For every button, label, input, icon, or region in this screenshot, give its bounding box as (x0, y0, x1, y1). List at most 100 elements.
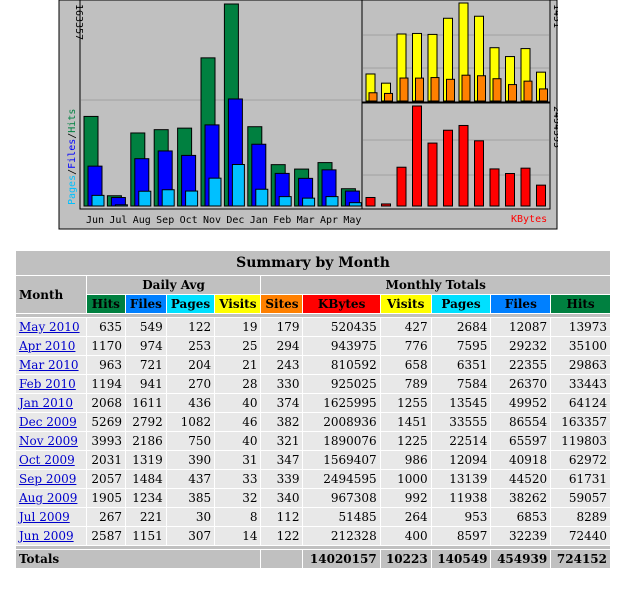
bar-pages (255, 188, 269, 207)
bar-pages (325, 196, 339, 207)
month-link[interactable]: Jun 2009 (19, 529, 74, 543)
table-row: Sep 2009 2057 1484 437 33 339 2494595 1000 13139… (16, 470, 610, 488)
month-axis-labels: Jun Jul Aug Sep Oct Nov Dec Jan Feb Mar Apr May (86, 215, 361, 226)
bar-kbytes (427, 142, 438, 207)
cell-d-pages: 437 (166, 470, 215, 488)
month-link[interactable]: Oct 2009 (19, 453, 75, 467)
month-cell: Apr 2010 (16, 337, 86, 355)
cell-pages: 13139 (431, 470, 491, 488)
month-link[interactable]: Feb 2010 (19, 377, 76, 391)
right-bottom-axis-max: 2494595 (551, 106, 558, 148)
cell-d-visits: 40 (215, 432, 261, 450)
monthly-col-kbytes: KBytes (303, 295, 380, 313)
bar-sites (430, 77, 440, 102)
month-link[interactable]: Apr 2010 (19, 339, 76, 353)
bar-sites (539, 88, 548, 102)
bar-kbytes (520, 167, 531, 207)
table-row: Oct 2009 2031 1319 390 31 347 1569407 986 12094 4… (16, 451, 610, 469)
cell-hits: 119803 (551, 432, 610, 450)
cell-pages: 8597 (431, 527, 491, 545)
cell-d-hits: 1905 (86, 489, 125, 507)
cell-visits: 400 (380, 527, 431, 545)
table-row: Mar 2010 963 721 204 21 243 810592 658 6351 22355… (16, 356, 610, 374)
month-link[interactable]: Mar 2010 (19, 358, 79, 372)
month-link[interactable]: May 2010 (19, 320, 80, 334)
cell-sites: 294 (261, 337, 303, 355)
cell-d-files: 221 (125, 508, 166, 526)
cell-kbytes: 520435 (303, 318, 380, 336)
month-link[interactable]: Nov 2009 (19, 434, 78, 448)
table-row: Jun 2009 2587 1151 307 14 122 212328 400 8597 322… (16, 527, 610, 545)
monthly-col-files: Files (491, 295, 551, 313)
cell-d-files: 721 (125, 356, 166, 374)
bar-pages (348, 202, 362, 207)
cell-d-visits: 25 (215, 337, 261, 355)
month-tick-label: Sep (156, 215, 174, 226)
month-cell: Feb 2010 (16, 375, 86, 393)
bar-pages (208, 177, 222, 207)
cell-d-pages: 122 (166, 318, 215, 336)
bar-pages (91, 194, 105, 207)
bar-pages (231, 164, 245, 207)
table-row: Aug 2009 1905 1234 385 32 340 967308 992 11938 38… (16, 489, 610, 507)
monthly-col-sites: Sites (261, 295, 303, 313)
totals-files: 454939 (491, 550, 551, 568)
month-link[interactable]: Dec 2009 (19, 415, 77, 429)
month-tick-label: Jun (86, 215, 104, 226)
bar-sites (415, 77, 424, 102)
kbytes-bars (365, 105, 546, 207)
month-tick-label: Nov (203, 215, 221, 226)
monthly-col-pages: Pages (431, 295, 491, 313)
cell-hits: 62972 (551, 451, 610, 469)
cell-sites: 330 (261, 375, 303, 393)
cell-kbytes: 212328 (303, 527, 380, 545)
cell-visits: 1000 (380, 470, 431, 488)
cell-pages: 13545 (431, 394, 491, 412)
cell-visits: 789 (380, 375, 431, 393)
hits-files-pages-bars (83, 3, 362, 207)
totals-hits: 724152 (551, 550, 610, 568)
cell-d-files: 2186 (125, 432, 166, 450)
cell-d-pages: 253 (166, 337, 215, 355)
cell-sites: 112 (261, 508, 303, 526)
cell-sites: 321 (261, 432, 303, 450)
month-link[interactable]: Jul 2009 (19, 510, 70, 524)
table-row: Jan 2010 2068 1611 436 40 374 1625995 1255 13545… (16, 394, 610, 412)
cell-pages: 33555 (431, 413, 491, 431)
cell-d-hits: 2057 (86, 470, 125, 488)
cell-pages: 2684 (431, 318, 491, 336)
cell-pages: 22514 (431, 432, 491, 450)
monthly-col-visits: Visits (380, 295, 431, 313)
cell-files: 12087 (491, 318, 551, 336)
month-link[interactable]: Aug 2009 (19, 491, 78, 505)
cell-files: 38262 (491, 489, 551, 507)
legend-pages: Pages (67, 175, 78, 205)
cell-d-visits: 28 (215, 375, 261, 393)
cell-d-hits: 5269 (86, 413, 125, 431)
month-cell: Oct 2009 (16, 451, 86, 469)
cell-visits: 658 (380, 356, 431, 374)
cell-d-pages: 390 (166, 451, 215, 469)
cell-hits: 64124 (551, 394, 610, 412)
cell-hits: 163357 (551, 413, 610, 431)
cell-sites: 340 (261, 489, 303, 507)
cell-kbytes: 51485 (303, 508, 380, 526)
bar-sites (492, 78, 502, 102)
month-tick-label: Jan (250, 215, 268, 226)
cell-d-visits: 40 (215, 394, 261, 412)
cell-d-hits: 267 (86, 508, 125, 526)
month-tick-label: Mar (297, 215, 315, 226)
summary-rows: May 2010 635 549 122 19 179 520435 427 2684 12087… (16, 318, 610, 545)
table-row: Nov 2009 3993 2186 750 40 321 1890076 1225 22514… (16, 432, 610, 450)
month-link[interactable]: Jan 2010 (19, 396, 74, 410)
cell-files: 65597 (491, 432, 551, 450)
cell-d-pages: 436 (166, 394, 215, 412)
totals-label: Totals (16, 550, 261, 568)
bar-kbytes (412, 105, 422, 207)
monthly-totals-header: Monthly Totals (261, 276, 610, 294)
cell-files: 86554 (491, 413, 551, 431)
cell-visits: 992 (380, 489, 431, 507)
month-link[interactable]: Sep 2009 (19, 472, 77, 486)
bar-kbytes (396, 166, 407, 207)
bar-sites (508, 84, 517, 102)
